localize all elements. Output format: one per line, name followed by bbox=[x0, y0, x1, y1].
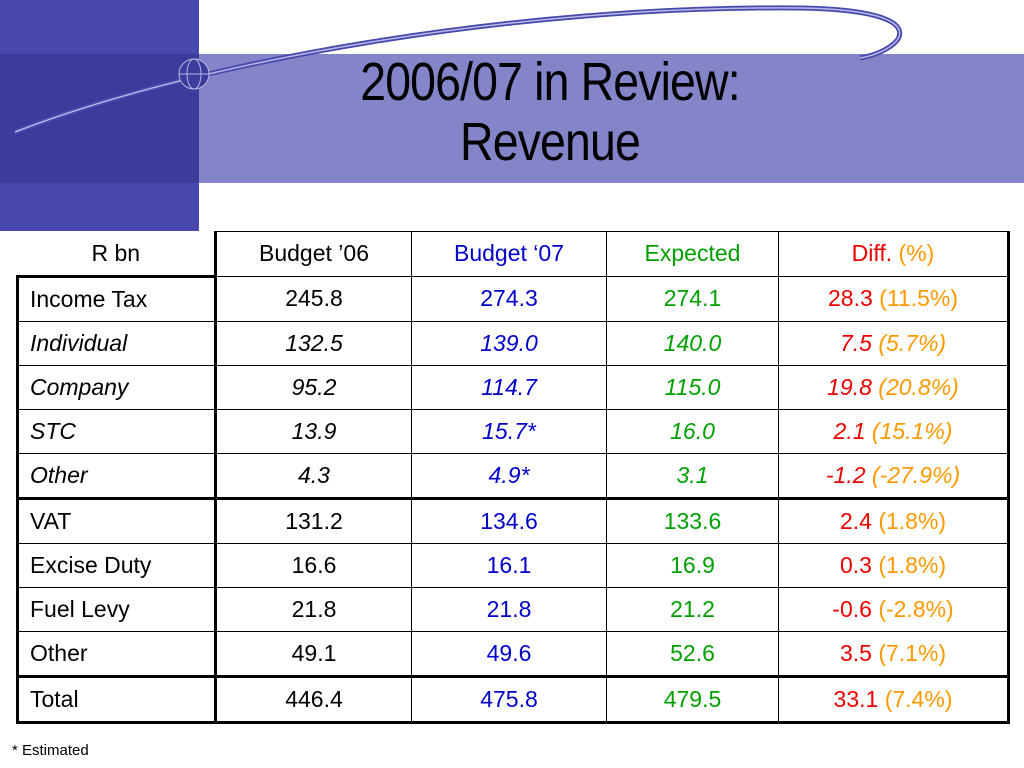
expected-cell: 3.1 bbox=[606, 452, 779, 500]
diff-pct: (11.5%) bbox=[879, 285, 958, 311]
slide-title-line2: Revenue bbox=[460, 112, 641, 172]
row-label: Fuel Levy bbox=[16, 586, 217, 632]
budget06-cell: 132.5 bbox=[215, 320, 412, 366]
diff-value: 33.1 bbox=[833, 685, 879, 712]
diff-pct: (20.8%) bbox=[878, 373, 959, 400]
decor-band-overlap bbox=[0, 54, 199, 183]
header-budget07: Budget ‘07 bbox=[411, 231, 607, 277]
budget07-cell: 139.0 bbox=[411, 320, 607, 366]
budget07-cell: 21.8 bbox=[411, 586, 607, 632]
budget06-cell: 21.8 bbox=[215, 586, 412, 632]
diff-pct: (-2.8%) bbox=[878, 595, 954, 622]
revenue-table: R bn Budget ’06 Budget ‘07 Expected Diff… bbox=[16, 231, 1010, 724]
row-label: Individual bbox=[16, 320, 217, 366]
header-expected: Expected bbox=[606, 231, 779, 277]
table-row: Fuel Levy 21.8 21.8 21.2 -0.6 (-2.8%) bbox=[16, 586, 1010, 632]
budget07-cell: 134.6 bbox=[411, 497, 607, 544]
diff-pct: (-27.9%) bbox=[871, 461, 961, 488]
table-header-row: R bn Budget ’06 Budget ‘07 Expected Diff… bbox=[17, 231, 1010, 278]
diff-value: 0.3 bbox=[839, 551, 872, 578]
slide-title: 2006/07 in Review: Revenue bbox=[292, 52, 808, 172]
diff-pct: (5.7%) bbox=[878, 329, 947, 356]
table-row: Other 49.1 49.6 52.6 3.5 (7.1%) bbox=[16, 630, 1010, 677]
budget06-cell: 131.2 bbox=[215, 497, 412, 544]
table-total-row: Total 446.4 475.8 479.5 33.1 (7.4%) bbox=[16, 674, 1010, 724]
diff-pct: (7.4%) bbox=[884, 685, 953, 712]
expected-cell: 115.0 bbox=[606, 364, 779, 410]
table-row: STC 13.9 15.7* 16.0 2.1 (15.1%) bbox=[16, 408, 1010, 454]
diff-cell: -0.6 (-2.8%) bbox=[778, 586, 1010, 632]
row-label: Company bbox=[16, 364, 217, 410]
table-row: Other 4.3 4.9* 3.1 -1.2 (-27.9%) bbox=[16, 452, 1010, 500]
expected-cell: 140.0 bbox=[606, 320, 779, 366]
expected-cell: 52.6 bbox=[606, 630, 779, 677]
row-label: Income Tax bbox=[16, 275, 217, 322]
diff-cell: 2.1 (15.1%) bbox=[778, 408, 1010, 454]
expected-cell: 133.6 bbox=[606, 497, 779, 544]
table-row: Income Tax 245.8 274.3 274.1 28.3 (11.5%… bbox=[16, 275, 1010, 322]
expected-cell: 479.5 bbox=[606, 674, 779, 724]
diff-value: 19.8 bbox=[827, 373, 872, 400]
expected-cell: 21.2 bbox=[606, 586, 779, 632]
budget07-cell: 16.1 bbox=[411, 542, 607, 588]
budget06-cell: 95.2 bbox=[215, 364, 412, 410]
expected-cell: 274.1 bbox=[606, 275, 779, 322]
row-label: VAT bbox=[16, 497, 217, 544]
header-diff-label: Diff. bbox=[851, 240, 893, 267]
budget07-cell: 15.7* bbox=[411, 408, 607, 454]
globe-icon bbox=[178, 58, 210, 90]
budget07-cell: 49.6 bbox=[411, 630, 607, 677]
row-label: Excise Duty bbox=[16, 542, 217, 588]
header-pct-label: (%) bbox=[898, 240, 935, 267]
diff-value: 7.5 bbox=[839, 329, 872, 356]
diff-pct: (7.1%) bbox=[878, 639, 947, 666]
row-label: Other bbox=[16, 452, 217, 500]
diff-pct: (1.8%) bbox=[878, 551, 947, 578]
expected-cell: 16.0 bbox=[606, 408, 779, 454]
table-row: VAT 131.2 134.6 133.6 2.4 (1.8%) bbox=[16, 497, 1010, 544]
diff-cell: 7.5 (5.7%) bbox=[778, 320, 1010, 366]
diff-value: 2.1 bbox=[833, 417, 866, 444]
table-row: Excise Duty 16.6 16.1 16.9 0.3 (1.8%) bbox=[16, 542, 1010, 588]
diff-pct: (1.8%) bbox=[878, 507, 947, 534]
diff-pct: (15.1%) bbox=[871, 417, 953, 444]
budget07-cell: 475.8 bbox=[411, 674, 607, 724]
header-budget06: Budget ’06 bbox=[215, 231, 412, 277]
diff-cell: 28.3 (11.5%) bbox=[778, 275, 1010, 322]
slide-title-line1: 2006/07 in Review: bbox=[360, 52, 740, 112]
diff-value: -1.2 bbox=[825, 461, 866, 488]
diff-cell: -1.2 (-27.9%) bbox=[778, 452, 1010, 500]
decor-swoosh-inner bbox=[14, 7, 901, 133]
diff-cell: 2.4 (1.8%) bbox=[778, 497, 1010, 544]
slide-decoration bbox=[0, 0, 1024, 231]
diff-cell: 19.8 (20.8%) bbox=[778, 364, 1010, 410]
table-row: Individual 132.5 139.0 140.0 7.5 (5.7%) bbox=[16, 320, 1010, 366]
diff-value: 2.4 bbox=[839, 507, 872, 534]
header-unit: R bn bbox=[17, 231, 217, 278]
budget06-cell: 16.6 bbox=[215, 542, 412, 588]
diff-value: -0.6 bbox=[832, 595, 872, 622]
row-label: STC bbox=[16, 408, 217, 454]
table-row: Company 95.2 114.7 115.0 19.8 (20.8%) bbox=[16, 364, 1010, 410]
budget06-cell: 49.1 bbox=[215, 630, 412, 677]
diff-cell: 0.3 (1.8%) bbox=[778, 542, 1010, 588]
diff-cell: 33.1 (7.4%) bbox=[778, 674, 1010, 724]
diff-cell: 3.5 (7.1%) bbox=[778, 630, 1010, 677]
budget07-cell: 274.3 bbox=[411, 275, 607, 322]
budget07-cell: 4.9* bbox=[411, 452, 607, 500]
diff-value: 3.5 bbox=[839, 639, 872, 666]
budget06-cell: 245.8 bbox=[215, 275, 412, 322]
row-label: Total bbox=[16, 674, 217, 724]
expected-cell: 16.9 bbox=[606, 542, 779, 588]
footnote: * Estimated bbox=[12, 742, 89, 759]
budget07-cell: 114.7 bbox=[411, 364, 607, 410]
header-diff: Diff. (%) bbox=[778, 231, 1010, 277]
budget06-cell: 13.9 bbox=[215, 408, 412, 454]
budget06-cell: 4.3 bbox=[215, 452, 412, 500]
row-label: Other bbox=[16, 630, 217, 677]
diff-value: 28.3 bbox=[828, 285, 873, 311]
budget06-cell: 446.4 bbox=[215, 674, 412, 724]
